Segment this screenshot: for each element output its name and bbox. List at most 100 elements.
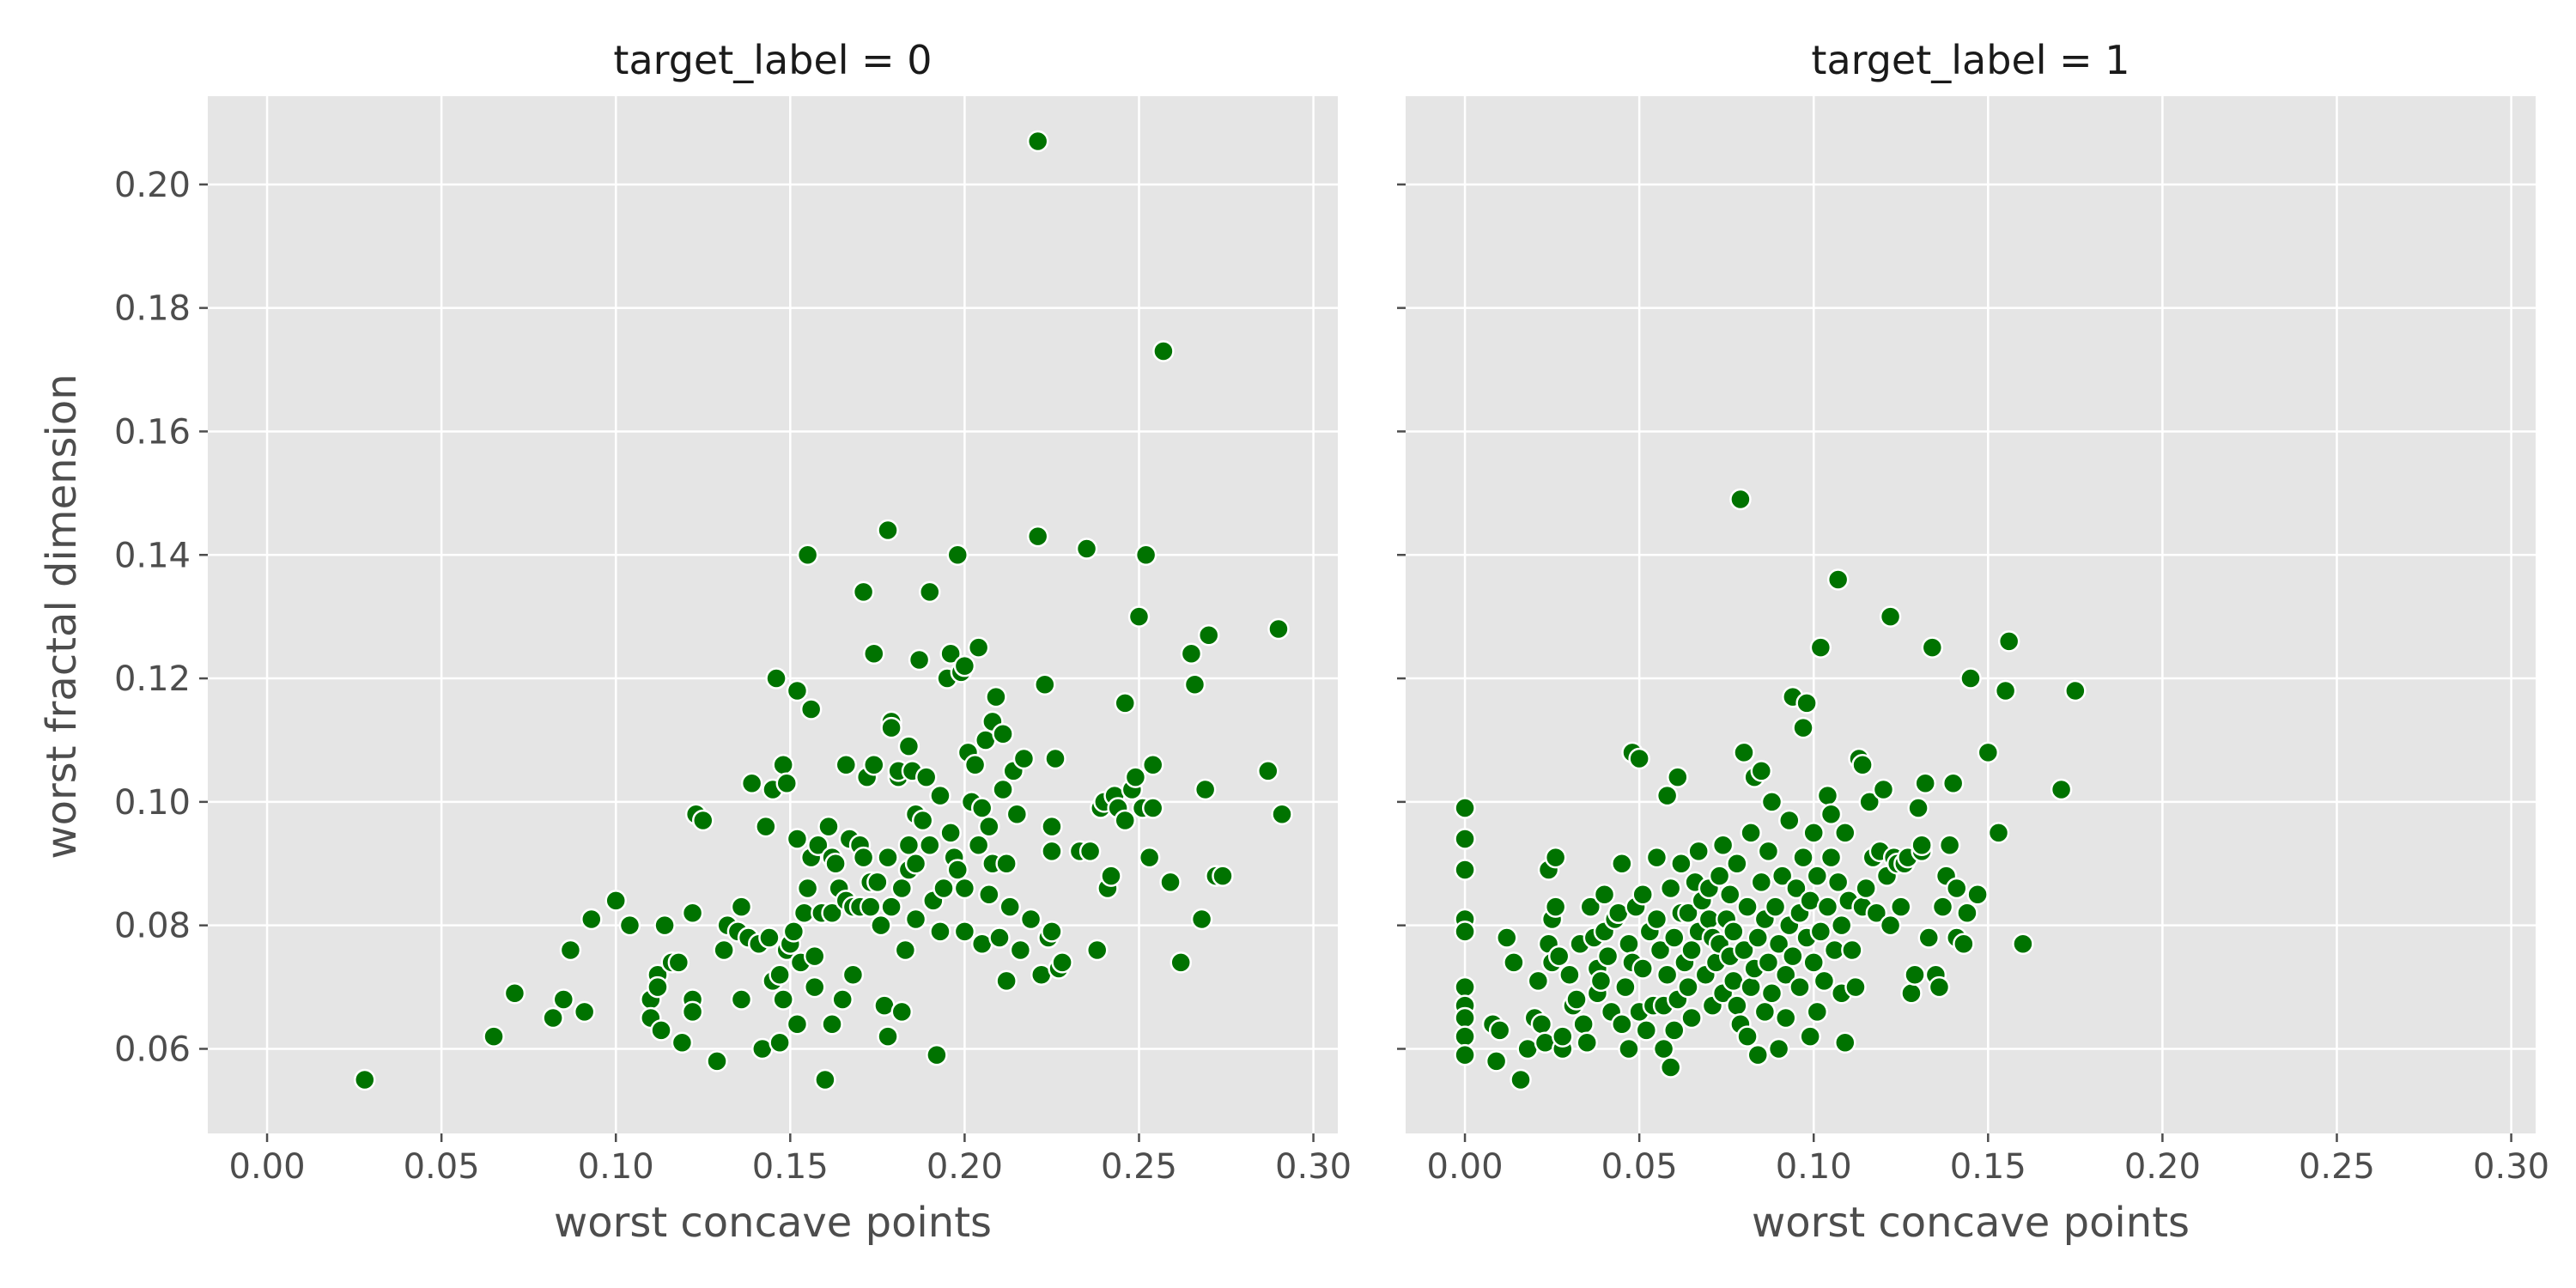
scatter-point [877, 519, 899, 542]
scatter-point [817, 815, 840, 838]
x-tick-label: 0.05 [404, 1147, 480, 1187]
scatter-point [1760, 982, 1783, 1005]
x-tick-label: 0.25 [1101, 1147, 1177, 1187]
scatter-point [1510, 1068, 1532, 1091]
scatter-point [1611, 1012, 1633, 1036]
scatter-point [667, 951, 690, 974]
scatter-point [1645, 846, 1668, 869]
scatter-point [963, 753, 987, 776]
scatter-point [897, 834, 920, 856]
x-tick-label: 0.00 [1427, 1147, 1504, 1187]
y-tick-label: 0.08 [114, 907, 191, 946]
scatter-point [573, 1000, 596, 1024]
scatter-point [1100, 865, 1122, 887]
scatter-point [1830, 914, 1853, 937]
scatter-point [1834, 822, 1856, 844]
scatter-point [1667, 766, 1689, 788]
scatter-point [1170, 951, 1192, 974]
scatter-point [758, 927, 781, 949]
scatter-point [1890, 896, 1912, 918]
scatter-point [1618, 1037, 1640, 1060]
scatter-point [877, 846, 899, 869]
scatter-point [1656, 963, 1679, 986]
scatter-point [1914, 772, 1936, 795]
scatter-point [1677, 902, 1699, 925]
panel-title: target_label = 1 [1811, 37, 2129, 83]
scatter-point [1820, 846, 1843, 869]
scatter-point [1879, 914, 1902, 937]
x-tick-label: 0.05 [1601, 1147, 1678, 1187]
scatter-point [803, 975, 826, 999]
scatter-point [1656, 784, 1679, 807]
scatter-point [821, 902, 843, 925]
scatter-point [992, 778, 1014, 801]
scatter-point [1834, 1031, 1856, 1054]
scatter-point [1593, 883, 1616, 906]
scatter-point [1496, 927, 1518, 949]
scatter-point [1733, 741, 1755, 764]
scatter-point [1631, 883, 1654, 906]
x-tick-label: 0.10 [578, 1147, 654, 1187]
scatter-point [1994, 679, 2017, 702]
scatter-point [1938, 834, 1961, 856]
scatter-point [1858, 791, 1880, 813]
scatter-point [1767, 1037, 1790, 1060]
x-tick-label: 0.10 [1776, 1147, 1852, 1187]
scatter-point [807, 834, 829, 856]
scatter-point [1760, 791, 1783, 813]
scatter-point [1987, 822, 2010, 844]
scatter-point [775, 772, 798, 795]
scatter-point [978, 815, 1000, 838]
scatter-point [1771, 865, 1794, 887]
scatter-point [926, 1043, 948, 1066]
y-tick-label: 0.12 [114, 659, 191, 699]
scatter-point [841, 963, 865, 986]
scatter-point [1527, 969, 1550, 993]
scatter-point [786, 1012, 809, 1036]
scatter-point [354, 1068, 376, 1091]
scatter-point [894, 939, 917, 962]
scatter-point [786, 828, 809, 850]
scatter-point [824, 853, 847, 875]
y-tick-label: 0.06 [114, 1030, 191, 1069]
scatter-point [796, 544, 819, 567]
scatter-point [967, 636, 990, 659]
scatter-point [1659, 1056, 1682, 1078]
scatter-point [1009, 939, 1032, 962]
scatter-point [1589, 969, 1613, 993]
scatter-point [1802, 951, 1825, 974]
scatter-point [1767, 933, 1790, 956]
scatter-point [1552, 1025, 1574, 1048]
scatter-point [1931, 896, 1954, 918]
scatter-point [1921, 636, 1944, 659]
scatter-point [919, 580, 941, 604]
scatter-point [880, 716, 902, 739]
scatter-point [713, 939, 735, 962]
scatter-point [866, 871, 889, 894]
scatter-point [877, 1025, 899, 1048]
scatter-point [1802, 822, 1825, 844]
scatter-point [1813, 969, 1836, 993]
scatter-point [1114, 692, 1136, 714]
scatter-point [799, 698, 823, 720]
scatter-point [765, 667, 787, 690]
scatter-point [1645, 908, 1668, 931]
x-tick-label: 0.30 [1275, 1147, 1352, 1187]
scatter-point [1547, 945, 1571, 968]
scatter-point [1806, 1000, 1829, 1024]
scatter-point [908, 648, 931, 671]
scatter-point [939, 642, 962, 665]
scatter-point [1044, 747, 1066, 770]
scatter-point [647, 975, 669, 999]
x-tick-label: 0.25 [2299, 1147, 2375, 1187]
scatter-point [1134, 544, 1157, 567]
scatter-point [740, 772, 763, 795]
scatter-point [1454, 975, 1476, 999]
scatter-point [946, 544, 969, 567]
scatter-point [1596, 945, 1619, 968]
scatter-point [953, 920, 976, 943]
scatter-point [1711, 834, 1735, 856]
scatter-point [1078, 840, 1102, 863]
scatter-point [1659, 877, 1682, 900]
scatter-point [1826, 871, 1850, 894]
